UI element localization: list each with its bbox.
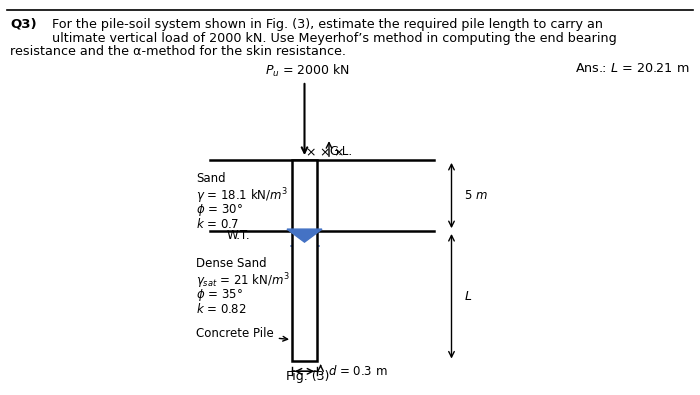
Text: $d$ = 0.3 m: $d$ = 0.3 m (328, 364, 387, 378)
Text: $\gamma$ = 18.1 kN/$m^3$: $\gamma$ = 18.1 kN/$m^3$ (196, 187, 288, 207)
Bar (292, 160, 317, 361)
Polygon shape (287, 229, 322, 242)
Text: Sand: Sand (196, 172, 225, 185)
Text: $k$ = 0.7: $k$ = 0.7 (196, 217, 239, 231)
Text: $\gamma_{sat}$ = 21 kN/$m^3$: $\gamma_{sat}$ = 21 kN/$m^3$ (196, 272, 290, 292)
Text: ×: × (333, 147, 343, 159)
Text: $L$: $L$ (464, 290, 473, 303)
Text: $\phi$ = 35°: $\phi$ = 35° (196, 287, 243, 303)
Text: Q3): Q3) (10, 18, 37, 31)
Text: ×: × (319, 147, 330, 159)
Text: ultimate vertical load of 2000 kN. Use Meyerhof’s method in computing the end be: ultimate vertical load of 2000 kN. Use M… (52, 32, 617, 45)
Text: W.T.: W.T. (226, 229, 250, 241)
Text: Dense Sand: Dense Sand (196, 257, 267, 270)
Text: $P_u$ = 2000 kN: $P_u$ = 2000 kN (265, 63, 351, 79)
Text: resistance and the α-method for the skin resistance.: resistance and the α-method for the skin… (10, 45, 346, 58)
Text: ×: × (305, 147, 315, 159)
Text: Fig. (3): Fig. (3) (286, 370, 330, 383)
Text: Concrete Pile: Concrete Pile (196, 327, 288, 341)
Text: For the pile-soil system shown in Fig. (3), estimate the required pile length to: For the pile-soil system shown in Fig. (… (52, 18, 603, 31)
Text: $k$ = 0.82: $k$ = 0.82 (196, 302, 247, 316)
Text: $\phi$ = 30°: $\phi$ = 30° (196, 202, 243, 218)
Text: 5 $m$: 5 $m$ (464, 189, 488, 202)
Text: G.L.: G.L. (329, 145, 352, 158)
Text: Ans.: $L$ = 20.21 m: Ans.: $L$ = 20.21 m (575, 62, 690, 75)
